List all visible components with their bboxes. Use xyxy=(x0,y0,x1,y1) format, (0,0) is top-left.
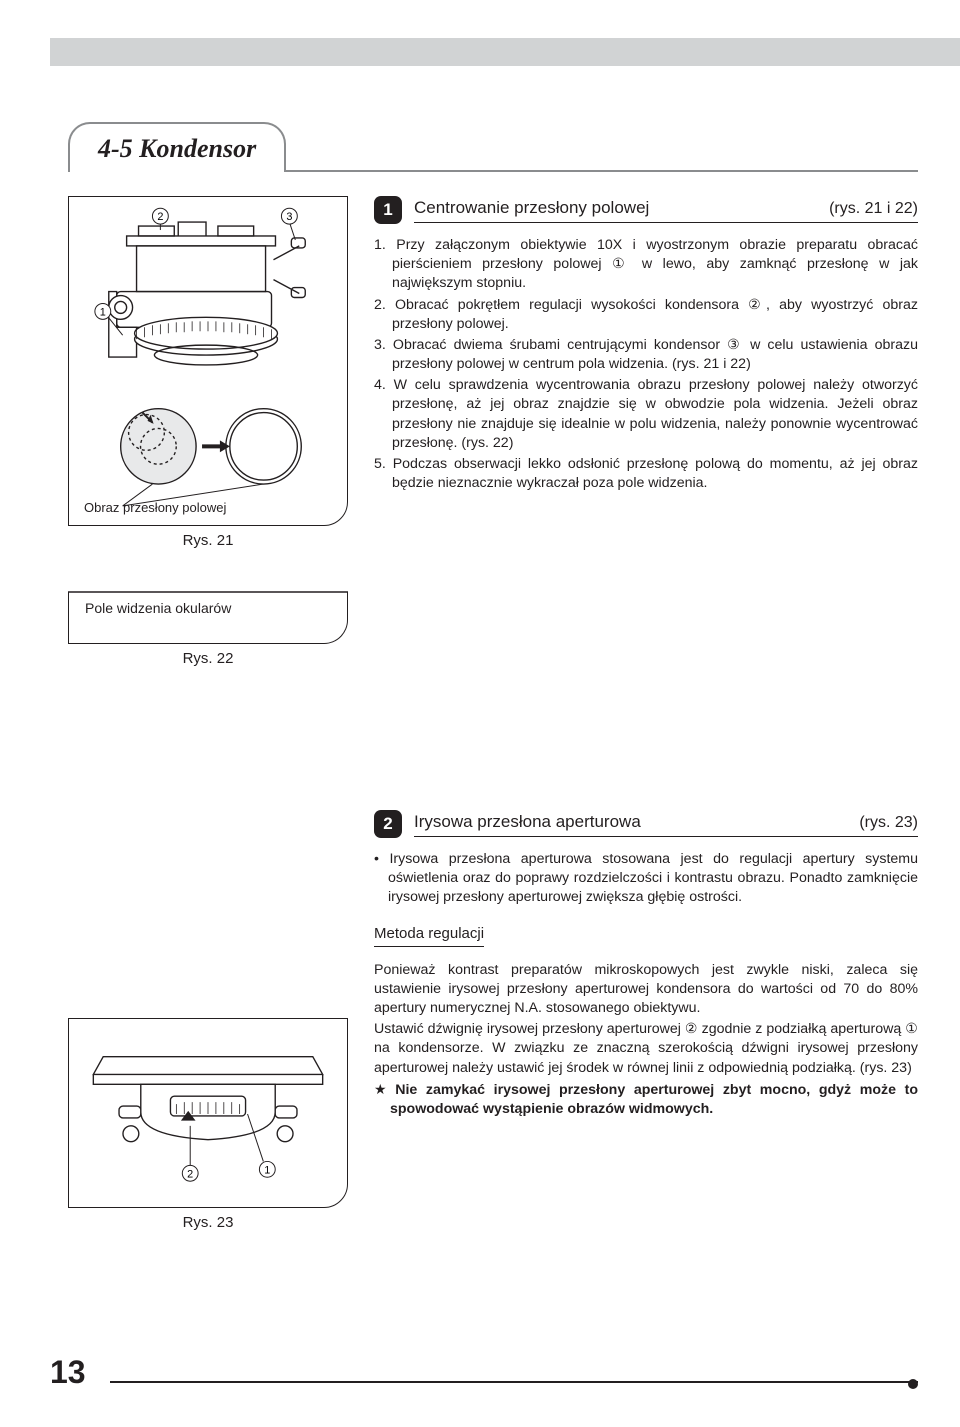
svg-text:2: 2 xyxy=(187,1168,193,1180)
section-title: 4-5 Kondensor xyxy=(68,122,286,172)
block-1-body: 1. Przy załączonym obiektywie 10X i wyos… xyxy=(374,236,918,493)
figure-23-caption: Rys. 23 xyxy=(68,1214,348,1231)
svg-text:1: 1 xyxy=(100,306,106,318)
block-2-warning: ★Nie zamykać irysowej przesłony aperturo… xyxy=(374,1080,918,1119)
figure-21-illustration: 2 3 1 xyxy=(79,207,337,517)
block-2-para1: Ponieważ kontrast preparatów mikroskopow… xyxy=(374,961,918,1019)
block-1-heading: 1 Centrowanie przesłony polowej (rys. 21… xyxy=(374,196,918,224)
figure-22-block: Pole widzenia okularów Rys. 22 xyxy=(68,592,348,667)
page-number: 13 xyxy=(50,1354,86,1391)
block-2-body: • Irysowa przesłona aperturowa stosowana… xyxy=(374,850,918,1119)
figure-21-box: 2 3 1 xyxy=(68,196,348,526)
block-1: 1 Centrowanie przesłony polowej (rys. 21… xyxy=(374,196,918,495)
footer-rule xyxy=(110,1381,918,1383)
block-1-title: Centrowanie przesłony polowej xyxy=(414,198,649,218)
svg-text:2: 2 xyxy=(157,211,163,223)
block-2-heading: 2 Irysowa przesłona aperturowa (rys. 23) xyxy=(374,810,918,838)
step-4: 4. W celu sprawdzenia wycentrowania obra… xyxy=(374,376,918,453)
section-title-row: 4-5 Kondensor xyxy=(68,120,918,172)
block-2-para2: Ustawić dźwignię irysowej przesłony aper… xyxy=(374,1020,918,1078)
block-2-bullet: • Irysowa przesłona aperturowa stosowana… xyxy=(374,850,918,908)
figure-22-caption: Rys. 22 xyxy=(68,650,348,667)
svg-text:1: 1 xyxy=(264,1164,270,1176)
star-icon: ★ xyxy=(374,1081,391,1097)
step-5: 5. Podczas obserwacji lekko odsłonić prz… xyxy=(374,455,918,493)
block-2-number: 2 xyxy=(374,810,402,838)
block-2: 2 Irysowa przesłona aperturowa (rys. 23)… xyxy=(374,810,918,1121)
figure-23-illustration: 2 1 xyxy=(77,1027,339,1199)
figure-21-block: 2 3 1 Rys. 21 Obraz xyxy=(68,196,348,549)
footer-dot-icon xyxy=(908,1379,918,1389)
step-2: 2. Obracać pokrętłem regulacji wysokości… xyxy=(374,296,918,334)
step-1: 1. Przy załączonym obiektywie 10X i wyos… xyxy=(374,236,918,294)
figure-21-inner-label: Obraz przesłony polowej xyxy=(84,500,226,515)
figure-22-inner-label: Pole widzenia okularów xyxy=(79,600,337,618)
figure-21-caption: Rys. 21 xyxy=(68,532,348,549)
top-header-bar xyxy=(50,38,960,66)
figure-23-block: 2 1 Rys. 23 xyxy=(68,1018,348,1231)
svg-text:3: 3 xyxy=(286,211,292,223)
block-2-title: Irysowa przesłona aperturowa xyxy=(414,812,641,832)
block-1-number: 1 xyxy=(374,196,402,224)
block-2-subhead: Metoda regulacji xyxy=(374,924,484,947)
step-3: 3. Obracać dwiema śrubami centrującymi k… xyxy=(374,336,918,374)
block-1-ref: (rys. 21 i 22) xyxy=(829,200,918,218)
block-2-ref: (rys. 23) xyxy=(859,814,918,832)
